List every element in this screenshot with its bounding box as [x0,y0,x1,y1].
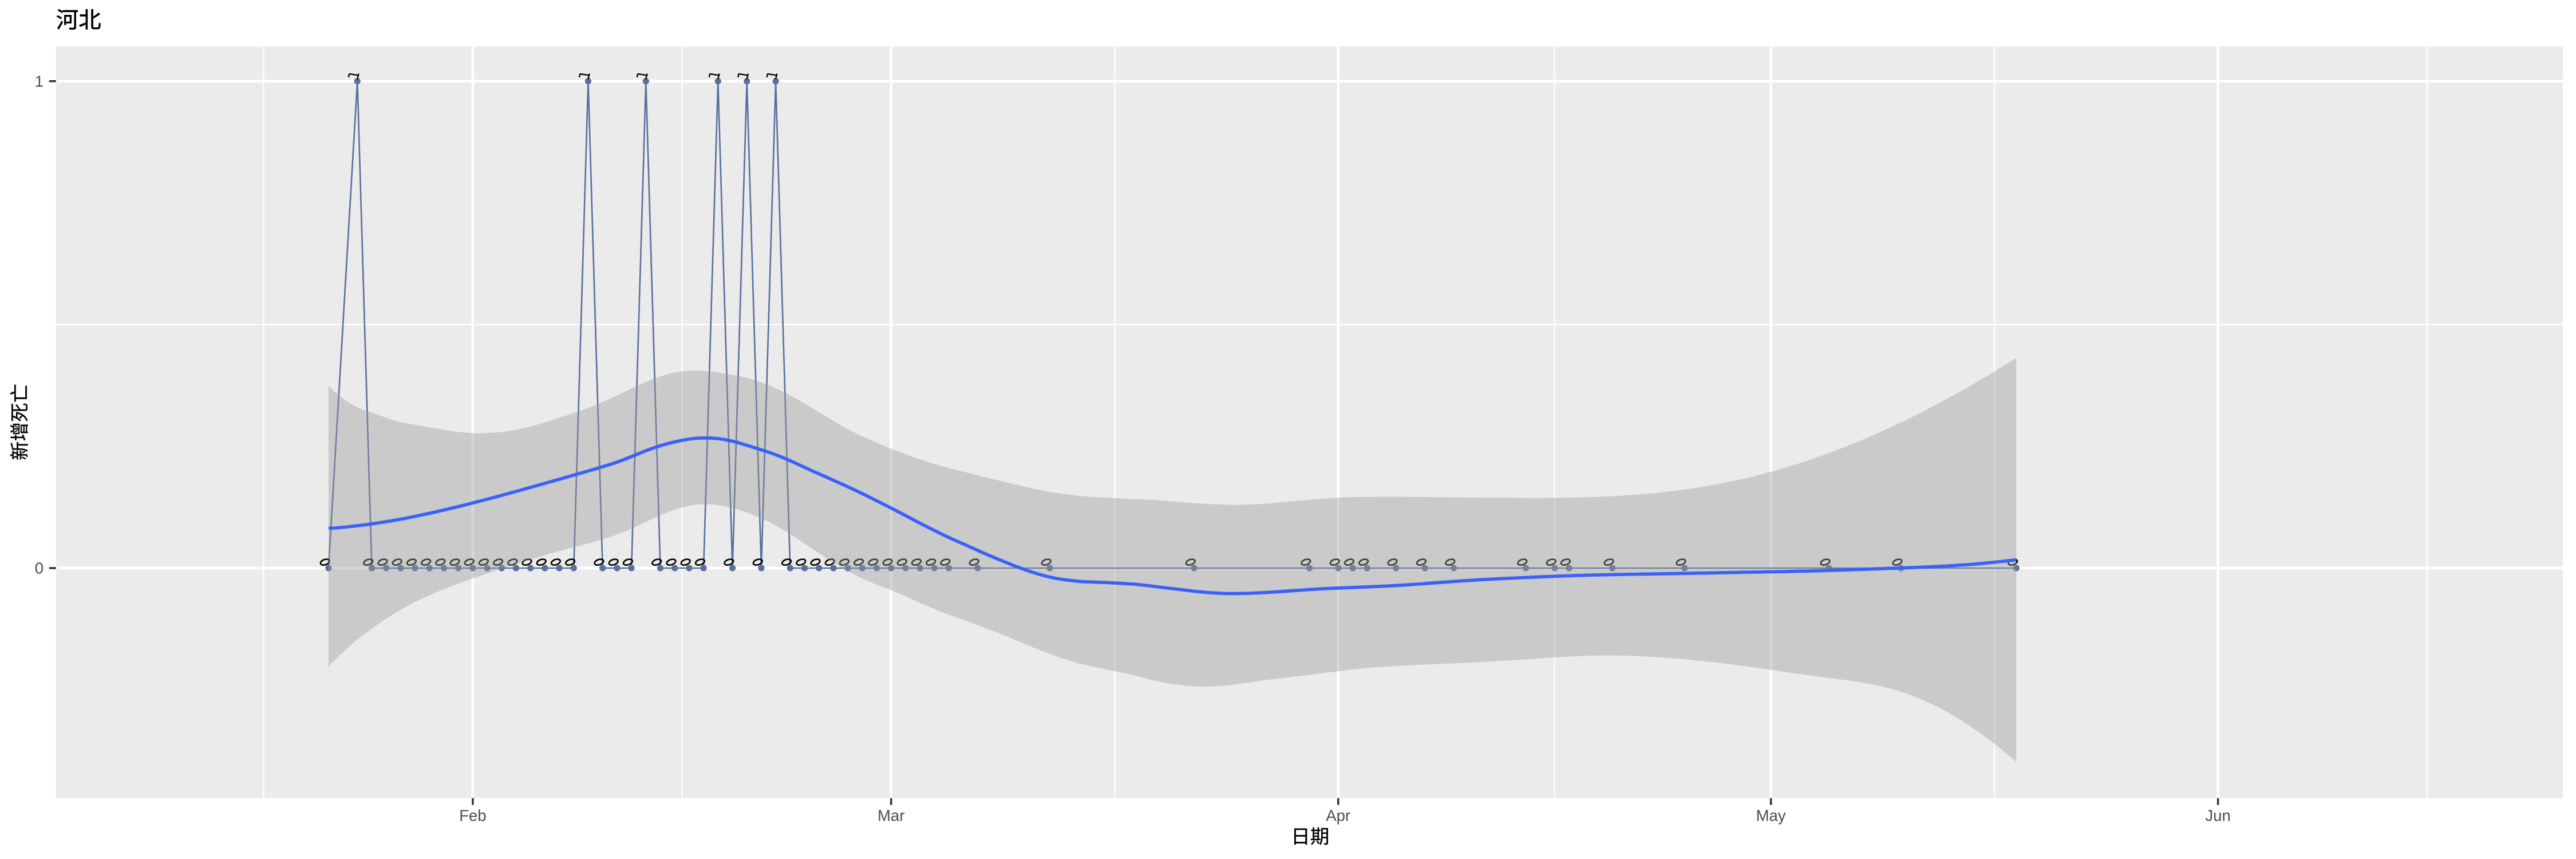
svg-text:0: 0 [35,559,44,577]
svg-text:Apr: Apr [1326,806,1350,824]
svg-text:May: May [1756,806,1786,824]
svg-text:Mar: Mar [878,806,904,824]
svg-text:Feb: Feb [459,806,486,824]
svg-text:1: 1 [35,73,44,90]
svg-text:Jun: Jun [2205,806,2230,824]
